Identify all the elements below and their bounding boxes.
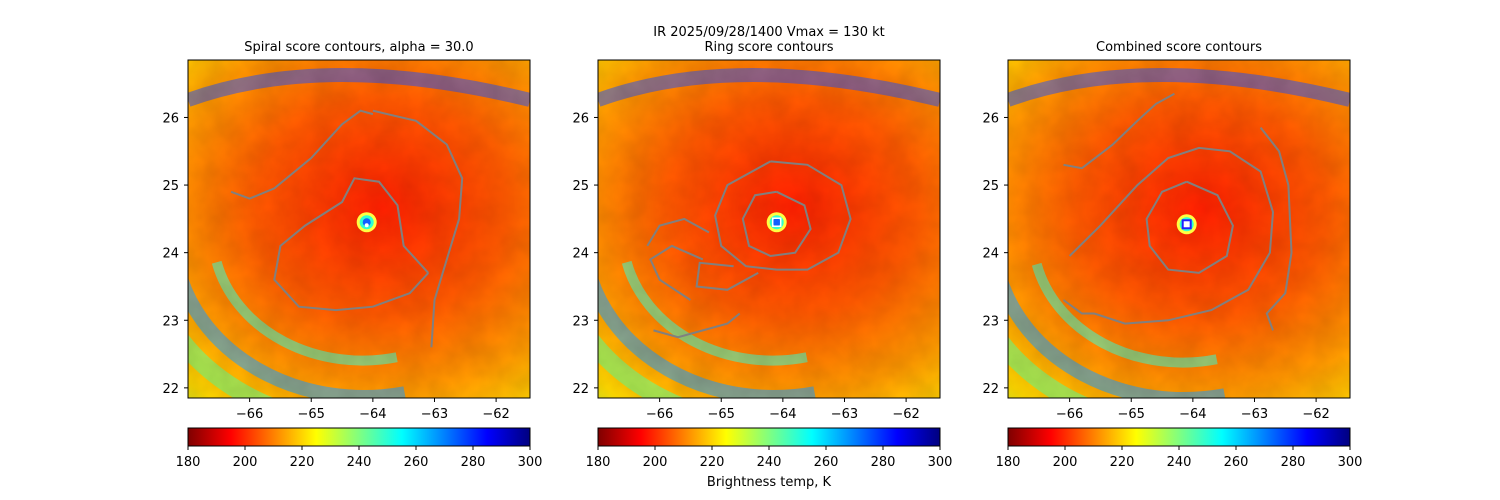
colorbar-tick-label: 300 — [928, 455, 953, 470]
ir-image — [1008, 60, 1350, 398]
eye — [772, 218, 781, 227]
x-tick-label: −66 — [1056, 407, 1083, 422]
colorbar-tick-label: 200 — [233, 455, 258, 470]
colorbar-tick-label: 240 — [1167, 455, 1192, 470]
x-tick-label: −62 — [482, 407, 509, 422]
colorbar-label: Brightness temp, K — [707, 475, 832, 490]
panel-2: Ring score contours −66 −65 −64 −63 −62 22 23 24… — [572, 40, 953, 470]
y-tick-label: 24 — [162, 247, 179, 262]
y-tick-label: 26 — [982, 111, 999, 126]
panel-3: Combined score contours −66 −65 −64 −63 −62 22… — [982, 40, 1363, 470]
colorbar-tick-label: 260 — [814, 455, 839, 470]
ir-image — [598, 60, 940, 398]
x-tick-label: −62 — [892, 407, 919, 422]
colorbar-tick-label: 180 — [586, 455, 611, 470]
score-contour — [1062, 146, 1275, 325]
colorbar-tick-label: 260 — [404, 455, 429, 470]
ir-texture — [598, 60, 940, 398]
colorbar-tick-label: 280 — [1281, 455, 1306, 470]
colorbar-tick-label: 200 — [643, 455, 668, 470]
colorbar — [187, 427, 531, 447]
colorbar-tick-label: 240 — [347, 455, 372, 470]
colorbar — [597, 427, 941, 447]
eye — [362, 218, 371, 227]
colorbar — [1007, 427, 1351, 447]
x-tick-label: −62 — [1302, 407, 1329, 422]
x-tick-label: −64 — [359, 407, 386, 422]
score-contour — [649, 244, 704, 301]
colorbar-tick-label: 300 — [518, 455, 543, 470]
score-contour — [372, 109, 464, 348]
panel-1: Spiral score contours, alpha = 30.0 −66 −6… — [162, 40, 543, 470]
score-contour — [695, 261, 759, 291]
score-contour — [1063, 92, 1175, 170]
x-tick-label: −64 — [1179, 407, 1206, 422]
x-tick-label: −66 — [646, 407, 673, 422]
colorbar-tick-label: 220 — [700, 455, 725, 470]
axes-frame — [187, 59, 531, 399]
panel-title: Combined score contours — [1096, 40, 1262, 55]
score-contour — [230, 109, 374, 200]
center-marker — [364, 223, 369, 228]
axes-frame — [1007, 59, 1351, 399]
y-tick-label: 26 — [572, 111, 589, 126]
suptitle: IR 2025/09/28/1400 Vmax = 130 kt — [653, 25, 884, 40]
x-tick-label: −63 — [831, 407, 858, 422]
center-marker — [1181, 219, 1192, 230]
score-contour — [646, 217, 710, 247]
score-contour — [1145, 180, 1234, 274]
panel-title: Spiral score contours, alpha = 30.0 — [244, 40, 473, 55]
colorbar-tick-label: 260 — [1224, 455, 1249, 470]
score-contour — [653, 312, 741, 339]
y-tick-label: 25 — [572, 179, 589, 194]
y-tick-label: 23 — [572, 314, 589, 329]
y-tick-label: 22 — [162, 382, 179, 397]
center-marker — [771, 217, 782, 227]
colorbar-tick-label: 180 — [176, 455, 201, 470]
y-tick-label: 24 — [982, 247, 999, 262]
colorbar-tick-label: 180 — [996, 455, 1021, 470]
colorbar-tick-label: 220 — [1110, 455, 1135, 470]
score-contour — [1259, 126, 1293, 331]
x-tick-label: −65 — [298, 407, 325, 422]
x-tick-label: −64 — [769, 407, 796, 422]
y-tick-label: 23 — [982, 314, 999, 329]
colorbar-tick-label: 240 — [757, 455, 782, 470]
y-tick-label: 24 — [572, 247, 589, 262]
y-tick-label: 25 — [162, 179, 179, 194]
x-tick-label: −65 — [708, 407, 735, 422]
x-tick-label: −63 — [1241, 407, 1268, 422]
score-contour — [714, 160, 852, 271]
colorbar-tick-label: 280 — [461, 455, 486, 470]
colorbar-tick-label: 200 — [1053, 455, 1078, 470]
x-tick-label: −66 — [236, 407, 263, 422]
score-contour — [741, 190, 812, 258]
y-tick-label: 22 — [982, 382, 999, 397]
axes-frame — [597, 59, 941, 399]
y-tick-label: 26 — [162, 111, 179, 126]
colorbar-tick-label: 300 — [1338, 455, 1363, 470]
y-tick-label: 23 — [162, 314, 179, 329]
ir-image — [188, 60, 530, 398]
ir-texture — [188, 60, 530, 398]
panel-title: Ring score contours — [704, 40, 833, 55]
x-tick-label: −63 — [421, 407, 448, 422]
colorbar-tick-label: 220 — [290, 455, 315, 470]
y-tick-label: 22 — [572, 382, 589, 397]
score-contour — [273, 177, 430, 312]
x-tick-label: −65 — [1118, 407, 1145, 422]
colorbar-tick-label: 280 — [871, 455, 896, 470]
y-tick-label: 25 — [982, 179, 999, 194]
